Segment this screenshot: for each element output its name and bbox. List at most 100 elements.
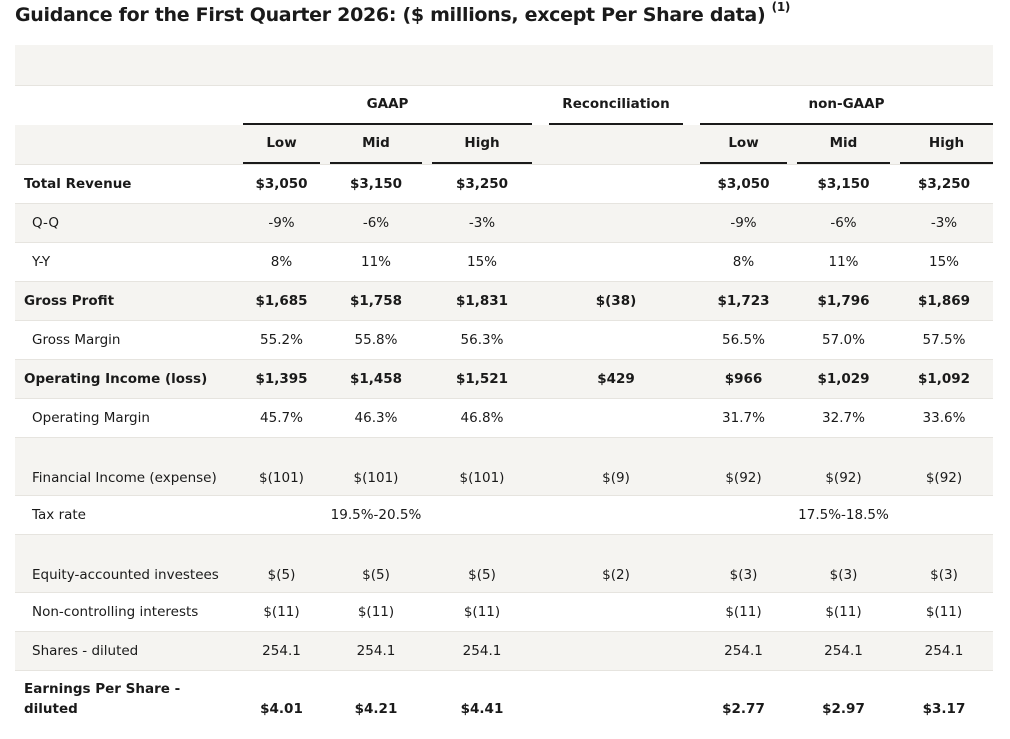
gaap-mid-cell: 11%: [325, 241, 427, 281]
table-row: Operating Margin 45.7% 46.3% 46.8% 31.7% 32.7…: [15, 397, 993, 437]
gaap-mid-cell: $1,458: [325, 358, 427, 398]
gaap-mid-cell: $3,150: [325, 163, 427, 203]
gaap-low-cell: $1,685: [238, 280, 325, 320]
non-gaap-high-cell: $(11): [895, 591, 993, 631]
reconciliation-header: Reconciliation: [549, 86, 683, 125]
non-gaap-high-cell: $3,250: [895, 163, 993, 203]
gaap-high-cell: [427, 494, 537, 534]
non-gaap-low-cell: [695, 494, 792, 534]
gaap-mid-cell: $(101): [325, 436, 427, 495]
non-gaap-high-cell: $1,869: [895, 280, 993, 320]
gaap-high-cell: $(101): [427, 436, 537, 495]
non-gaap-low-cell: $3,050: [695, 163, 792, 203]
row-label: Q-Q: [15, 202, 238, 242]
row-label: Operating Margin: [15, 397, 238, 437]
group-header-row: GAAP Reconciliation non-GAAP: [15, 84, 993, 125]
gaap-mid-cell: $1,758: [325, 280, 427, 320]
row-label: Gross Profit: [15, 280, 238, 320]
gaap-high-cell: 46.8%: [427, 397, 537, 437]
table-row: Financial Income (expense) $(101) $(101) $(…: [15, 436, 993, 495]
non-gaap-high-cell: -3%: [895, 202, 993, 242]
row-label: Gross Margin: [15, 319, 238, 359]
table-row: Shares - diluted 254.1 254.1 254.1 254.1 254.…: [15, 630, 993, 670]
row-label: Y-Y: [15, 241, 238, 281]
non-gaap-high-cell: 254.1: [895, 630, 993, 670]
gaap-low-cell: $1,395: [238, 358, 325, 398]
gaap-low-cell: 55.2%: [238, 319, 325, 359]
non-gaap-mid-header: Mid: [797, 125, 890, 164]
non-gaap-mid-cell: $2.97: [792, 669, 895, 739]
gaap-mid-header: Mid: [330, 125, 422, 164]
non-gaap-mid-cell: $(3): [792, 533, 895, 592]
non-gaap-low-cell: 254.1: [695, 630, 792, 670]
table-row: Tax rate 19.5%-20.5% 17.5%-18.5%: [15, 494, 993, 534]
gaap-mid-cell: 55.8%: [325, 319, 427, 359]
subheader-row: Low Mid High Low Mid High: [15, 124, 993, 164]
non-gaap-low-cell: -9%: [695, 202, 792, 242]
non-gaap-high-cell: 15%: [895, 241, 993, 281]
non-gaap-high-header: High: [900, 125, 993, 164]
non-gaap-low-cell: $2.77: [695, 669, 792, 739]
non-gaap-low-cell: 31.7%: [695, 397, 792, 437]
table-row: Earnings Per Share - diluted $4.01 $4.21 $4…: [15, 669, 993, 739]
non-gaap-mid-cell: 17.5%-18.5%: [792, 494, 895, 534]
gaap-high-cell: 254.1: [427, 630, 537, 670]
non-gaap-mid-cell: $(11): [792, 591, 895, 631]
table-row: Total Revenue $3,050 $3,150 $3,250 $3,050 $3,…: [15, 163, 993, 203]
non-gaap-high-cell: $3.17: [895, 669, 993, 739]
gaap-high-cell: $1,521: [427, 358, 537, 398]
gaap-header: GAAP: [243, 86, 532, 125]
row-label: Total Revenue: [15, 163, 238, 203]
reconciliation-cell: [537, 630, 695, 670]
gaap-high-cell: 15%: [427, 241, 537, 281]
page-title: Guidance for the First Quarter 2026: ($ …: [15, 0, 790, 26]
row-label: Equity-accounted investees: [15, 533, 238, 592]
reconciliation-cell: [537, 669, 695, 739]
non-gaap-low-cell: $966: [695, 358, 792, 398]
gaap-low-header: Low: [243, 125, 320, 164]
table-row: Gross Profit $1,685 $1,758 $1,831 $(38) $1,72…: [15, 280, 993, 320]
table-row: Y-Y 8% 11% 15% 8% 11% 15%: [15, 241, 993, 281]
gaap-low-cell: $(5): [238, 533, 325, 592]
non-gaap-low-cell: $(92): [695, 436, 792, 495]
non-gaap-low-cell: $1,723: [695, 280, 792, 320]
footnote-marker: (1): [771, 0, 791, 14]
blank-header-row: [15, 45, 993, 85]
reconciliation-cell: [537, 319, 695, 359]
gaap-mid-cell: $(11): [325, 591, 427, 631]
gaap-low-cell: 45.7%: [238, 397, 325, 437]
gaap-mid-cell: -6%: [325, 202, 427, 242]
gaap-low-cell: $3,050: [238, 163, 325, 203]
gaap-high-cell: $(5): [427, 533, 537, 592]
table-body: Total Revenue $3,050 $3,150 $3,250 $3,050 $3,…: [15, 163, 993, 739]
gaap-high-cell: $4.41: [427, 669, 537, 739]
reconciliation-cell: $(38): [537, 280, 695, 320]
non-gaap-mid-cell: $1,796: [792, 280, 895, 320]
non-gaap-mid-cell: -6%: [792, 202, 895, 242]
non-gaap-mid-cell: $3,150: [792, 163, 895, 203]
gaap-low-cell: [238, 494, 325, 534]
table-row: Gross Margin 55.2% 55.8% 56.3% 56.5% 57.0% 57.…: [15, 319, 993, 359]
table-row: Equity-accounted investees $(5) $(5) $(5) $(…: [15, 533, 993, 592]
gaap-high-header: High: [432, 125, 532, 164]
reconciliation-cell: [537, 202, 695, 242]
table-row: Q-Q -9% -6% -3% -9% -6% -3%: [15, 202, 993, 242]
reconciliation-cell: $(2): [537, 533, 695, 592]
non-gaap-low-cell: 8%: [695, 241, 792, 281]
table-row: Non-controlling interests $(11) $(11) $(11)…: [15, 591, 993, 631]
non-gaap-high-cell: $(3): [895, 533, 993, 592]
non-gaap-low-cell: $(11): [695, 591, 792, 631]
gaap-low-cell: -9%: [238, 202, 325, 242]
reconciliation-cell: [537, 241, 695, 281]
gaap-high-cell: $1,831: [427, 280, 537, 320]
gaap-low-cell: $(11): [238, 591, 325, 631]
non-gaap-high-cell: $(92): [895, 436, 993, 495]
non-gaap-mid-cell: 32.7%: [792, 397, 895, 437]
non-gaap-mid-cell: $(92): [792, 436, 895, 495]
non-gaap-low-cell: 56.5%: [695, 319, 792, 359]
reconciliation-cell: $(9): [537, 436, 695, 495]
row-label: Non-controlling interests: [15, 591, 238, 631]
gaap-low-cell: $(101): [238, 436, 325, 495]
gaap-high-cell: 56.3%: [427, 319, 537, 359]
title-text: Guidance for the First Quarter 2026: ($ …: [15, 4, 766, 26]
